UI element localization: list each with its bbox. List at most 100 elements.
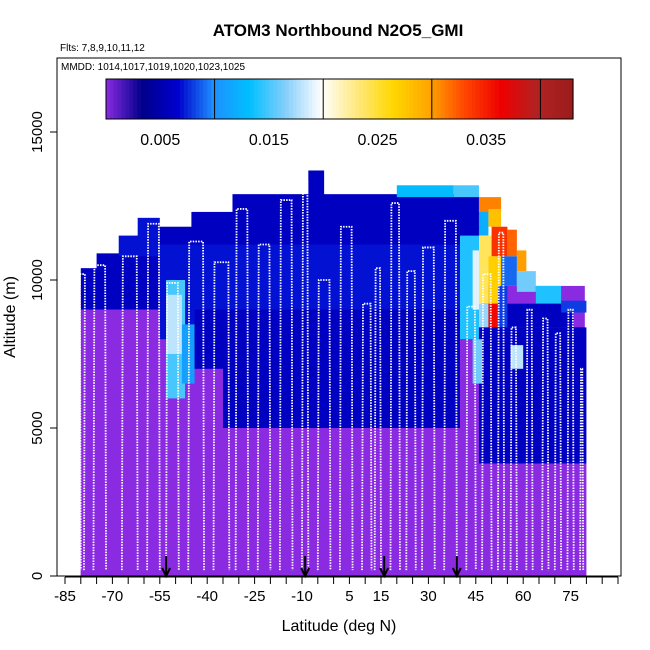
x-axis-label: Latitude (deg N) <box>282 618 397 635</box>
colorbar-segment <box>242 79 247 119</box>
colorbar-segment <box>156 79 162 119</box>
colorbar-segment <box>195 79 200 119</box>
colorbar-segment <box>183 79 189 119</box>
heatmap-cell <box>561 300 587 313</box>
colorbar-segment <box>160 79 165 119</box>
heatmap-cell <box>232 194 479 215</box>
profile-line <box>553 332 563 571</box>
colorbar-segment <box>304 79 309 119</box>
colorbar-segment <box>249 79 255 119</box>
profile-line <box>566 308 575 571</box>
profile-line <box>278 199 294 571</box>
colorbar-segment <box>374 79 380 119</box>
colorbar-segment <box>491 79 496 119</box>
x-tick-label: -55 <box>149 588 171 605</box>
heatmap-cell <box>516 250 527 272</box>
heatmap-cell <box>535 285 562 304</box>
x-tick-label: 15 <box>373 588 390 605</box>
y-tick-label: 10000 <box>29 259 46 301</box>
colorbar-segment <box>362 79 368 119</box>
colorbar-segment <box>569 79 574 119</box>
plot-area <box>57 58 621 579</box>
colorbar-segment <box>460 79 465 119</box>
colorbar-segment <box>483 79 488 119</box>
heatmap-cell <box>507 303 574 328</box>
colorbar-tick-label: 0.005 <box>140 132 180 149</box>
colorbar-segment <box>164 79 169 119</box>
colorbar-segment <box>553 79 559 119</box>
x-tick-label: 30 <box>420 588 437 605</box>
colorbar-segment <box>366 79 372 119</box>
colorbar-segment <box>261 79 267 119</box>
colorbar-segment <box>335 79 341 119</box>
profile-line <box>339 225 354 571</box>
heatmap-cell <box>488 208 502 227</box>
colorbar-segment <box>487 79 492 119</box>
colorbar-segment <box>421 79 426 119</box>
colorbar-segment <box>253 79 259 119</box>
heatmap-cell <box>491 226 508 257</box>
heatmap-cell <box>96 253 160 272</box>
profile-line <box>497 231 506 571</box>
x-tick-label: 60 <box>515 588 532 605</box>
profile-line <box>301 181 310 571</box>
colorbar-segment <box>141 79 146 119</box>
colorbar-segment <box>125 79 130 119</box>
heatmap-cell <box>194 309 223 369</box>
colorbar-segment <box>382 79 387 119</box>
colorbar-segment <box>401 79 407 119</box>
colorbar-segment <box>530 79 535 119</box>
colorbar-segment <box>281 79 286 119</box>
colorbar-segment <box>230 79 236 119</box>
profile-line <box>481 273 493 571</box>
colorbar-segment <box>467 79 473 119</box>
colorbar-segment <box>549 79 555 119</box>
profile-line <box>120 255 139 571</box>
heatmap-cell <box>507 229 517 257</box>
colorbar-segment <box>502 79 508 119</box>
profile-line <box>421 246 436 571</box>
flights-label: Flts: 7,8,9,10,11,12 <box>60 43 145 54</box>
colorbar-segment <box>234 79 239 119</box>
heatmap-cell <box>472 339 483 384</box>
mmdd-label: MMDD: 1014,1017,1019,1020,1023,1025 <box>61 62 245 73</box>
colorbar-segment <box>257 79 263 119</box>
colorbar-tick-label: 0.015 <box>249 132 289 149</box>
colorbar-segment <box>109 79 115 119</box>
colorbar-segment <box>191 79 197 119</box>
colorbar-segment <box>541 79 547 119</box>
heatmap-cell <box>478 208 489 236</box>
heatmap-cell <box>396 185 454 198</box>
colorbar-segment <box>413 79 418 119</box>
heatmap-cell <box>478 197 502 212</box>
chart-title: ATOM3 Northbound N2O5_GMI <box>213 21 464 40</box>
profile-line <box>405 270 417 571</box>
colorbar-segment <box>296 79 302 119</box>
colorbar-segment <box>464 79 469 119</box>
colorbar-segment <box>358 79 364 119</box>
colorbar-segment <box>199 79 204 119</box>
colorbar-segment <box>386 79 391 119</box>
colorbar-segment <box>137 79 142 119</box>
colorbar-segment <box>514 79 520 119</box>
colorbar-segment <box>117 79 123 119</box>
colorbar-segment <box>152 79 158 119</box>
colorbar-segment <box>316 79 321 119</box>
profile-line <box>525 308 534 571</box>
heatmap-cell <box>223 309 460 428</box>
heatmap-cell <box>191 211 479 230</box>
colorbar-segment <box>218 79 224 119</box>
x-tick-label: -85 <box>54 588 76 605</box>
colorbar-segment <box>312 79 317 119</box>
colorbar-segment <box>308 79 313 119</box>
heatmap-cell <box>453 185 479 198</box>
colorbar-segment <box>499 79 504 119</box>
colorbar-segment <box>557 79 562 119</box>
colorbar-segment <box>432 79 438 119</box>
colorbar-segment <box>292 79 298 119</box>
colorbar-segment <box>320 79 325 119</box>
colorbar-segment <box>436 79 442 119</box>
colorbar-frame <box>105 78 574 120</box>
profile-line <box>361 302 373 571</box>
colorbar-segment <box>565 79 570 119</box>
